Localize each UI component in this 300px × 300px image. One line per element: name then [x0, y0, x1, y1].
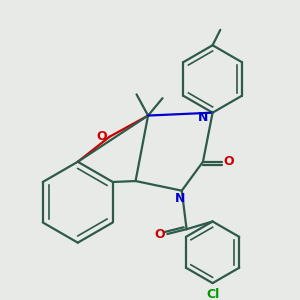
- Text: O: O: [224, 155, 234, 168]
- Text: N: N: [198, 111, 208, 124]
- Text: O: O: [97, 130, 107, 143]
- Text: Cl: Cl: [206, 288, 219, 300]
- Text: N: N: [175, 192, 185, 205]
- Text: O: O: [154, 229, 165, 242]
